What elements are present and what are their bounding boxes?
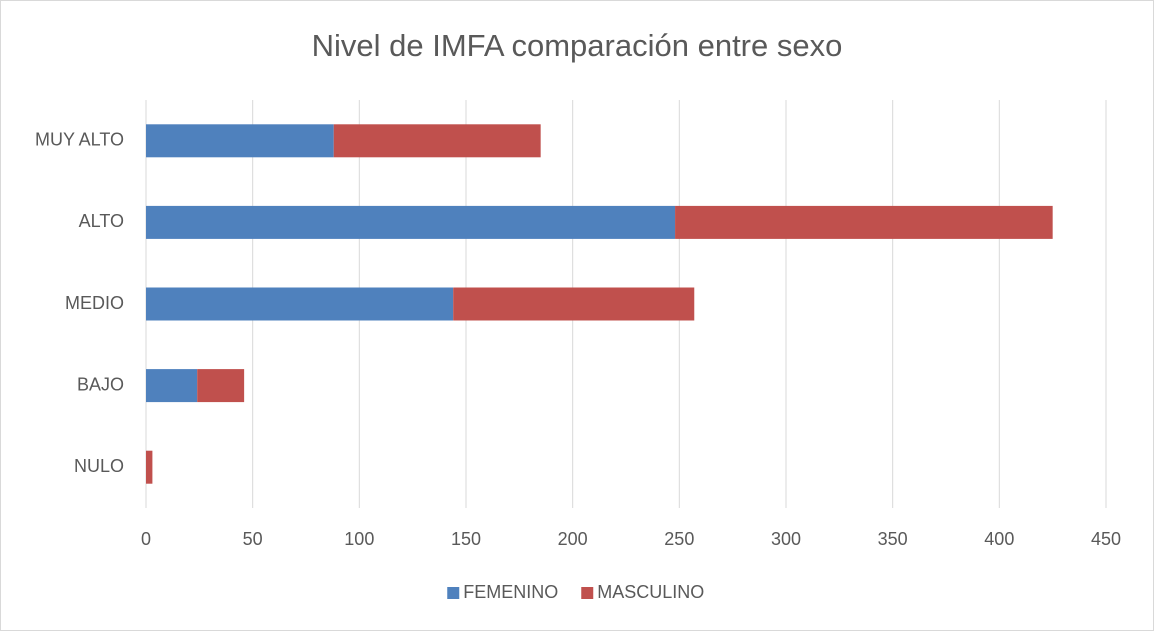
x-tick-label: 100 [344,529,374,549]
legend-swatch [447,587,460,599]
x-tick-label: 150 [451,529,481,549]
y-tick-label: MUY ALTO [35,130,124,150]
x-tick-label: 450 [1091,529,1121,549]
legend-label: FEMENINO [463,582,558,602]
chart-title: Nivel de IMFA comparación entre sexo [312,28,843,63]
bar-segment [333,124,541,158]
y-tick-label: MEDIO [65,293,124,313]
y-tick-label: BAJO [77,374,124,394]
y-tick-label: ALTO [79,211,124,231]
legend-label: MASCULINO [597,582,704,602]
x-tick-label: 250 [664,529,694,549]
y-tick-label: NULO [74,456,124,476]
x-tick-label: 400 [984,529,1014,549]
x-tick-label: 50 [243,529,263,549]
bar-segment [146,450,153,484]
bar-segment [197,369,245,403]
x-tick-label: 200 [558,529,588,549]
bar-segment [146,287,454,321]
legend-swatch [581,587,594,599]
x-tick-label: 0 [141,529,151,549]
x-tick-label: 350 [878,529,908,549]
x-tick-label: 300 [771,529,801,549]
bar-segment [675,205,1053,239]
bar-segment [146,205,676,239]
bar-segment [146,369,198,403]
bar-segment [146,124,334,158]
bar-segment [453,287,695,321]
